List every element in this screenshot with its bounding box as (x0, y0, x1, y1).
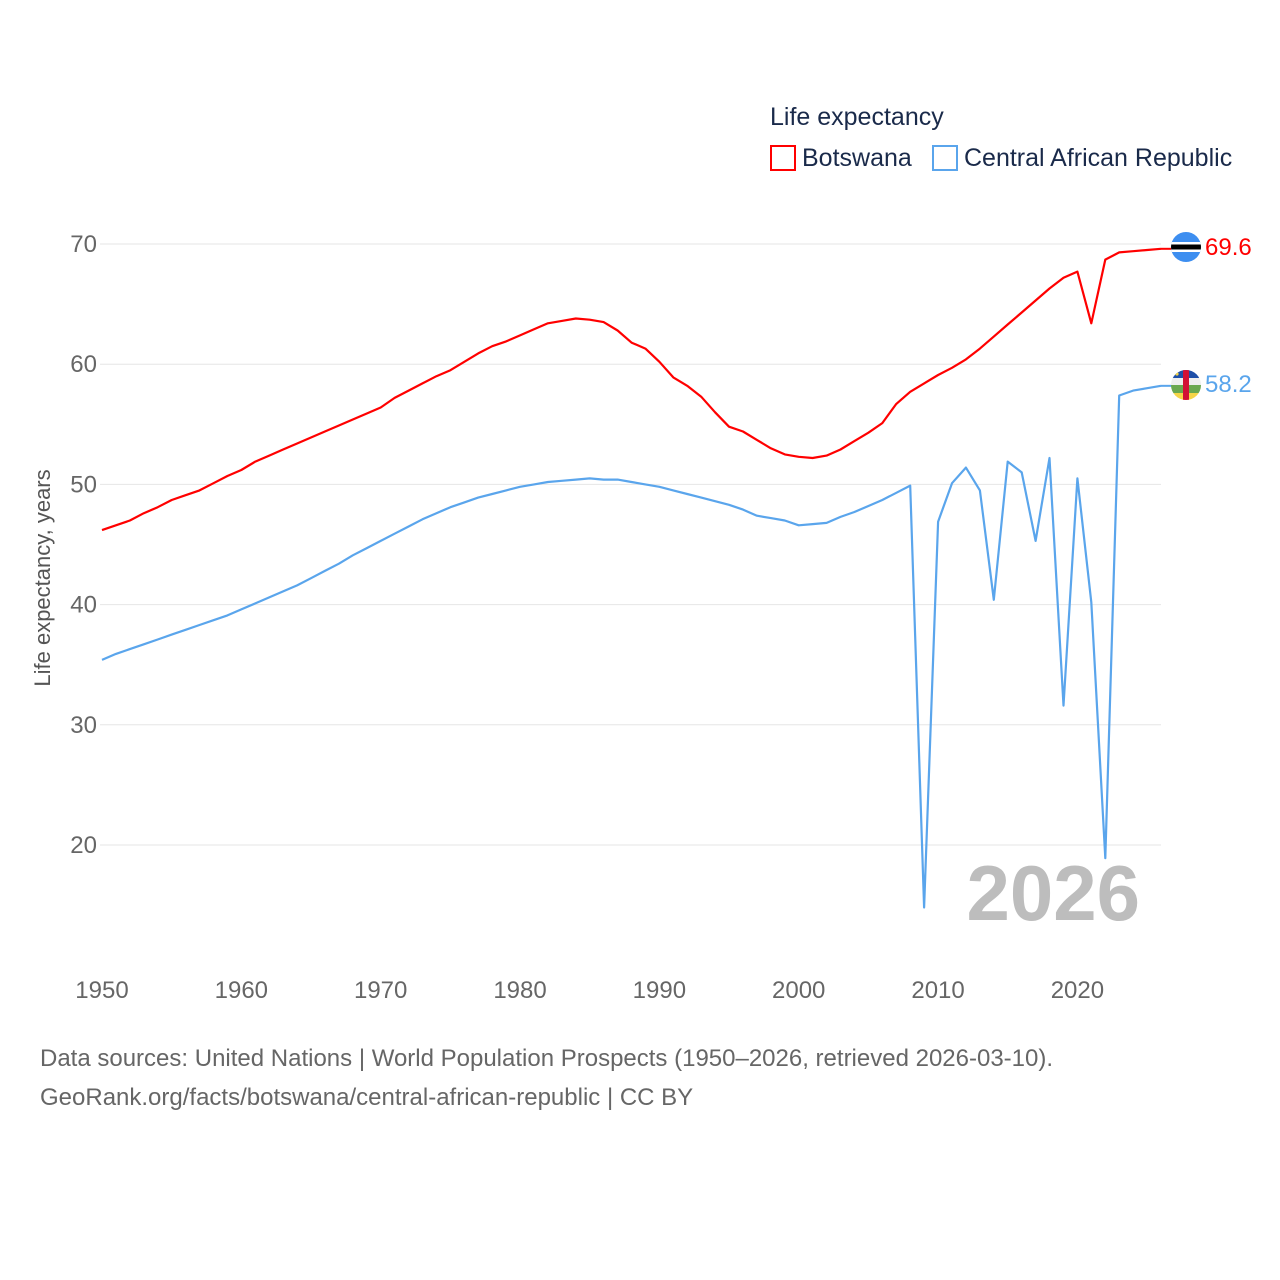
legend-title: Life expectancy (770, 103, 944, 131)
legend-item-botswana[interactable]: Botswana (770, 144, 912, 172)
central-african-republic-flag-icon (1171, 370, 1201, 400)
y-axis-ticks: 20 30 40 50 60 70 (70, 231, 97, 859)
x-tick-label: 1970 (354, 977, 407, 1004)
y-axis-label: Life expectancy, years (30, 469, 55, 686)
footer-sources: Data sources: United Nations | World Pop… (40, 1045, 1054, 1072)
legend-swatch-botswana (770, 145, 796, 171)
series-lines (101, 247, 1172, 909)
y-tick-label: 30 (70, 712, 97, 739)
legend-label-botswana: Botswana (802, 144, 912, 172)
x-tick-label: 2020 (1051, 977, 1104, 1004)
series-line-botswana (101, 247, 1162, 532)
x-tick-label: 1950 (75, 977, 128, 1004)
y-tick-label: 60 (70, 351, 97, 378)
y-tick-label: 40 (70, 592, 97, 619)
x-tick-label: 2010 (911, 977, 964, 1004)
botswana-flag-icon (1171, 232, 1201, 262)
y-tick-label: 20 (70, 832, 97, 859)
botswana-end-label: 69.6 (1205, 234, 1252, 261)
legend-swatch-car (932, 145, 958, 171)
legend-label-car: Central African Republic (964, 144, 1232, 172)
x-tick-label: 1980 (493, 977, 546, 1004)
x-axis-ticks: 1950 1960 1970 1980 1990 2000 2010 2020 (75, 977, 1104, 1004)
x-tick-label: 2000 (772, 977, 825, 1004)
x-tick-label: 1990 (633, 977, 686, 1004)
x-tick-label: 1960 (215, 977, 268, 1004)
y-tick-label: 50 (70, 471, 97, 498)
grid (100, 243, 1161, 846)
legend: Life expectancy Botswana Central African… (770, 103, 1232, 172)
footer-attribution: GeoRank.org/facts/botswana/central-afric… (40, 1084, 694, 1111)
series-line-central-african-republic (101, 384, 1162, 909)
y-tick-label: 70 (70, 231, 97, 258)
car-end-label: 58.2 (1205, 371, 1252, 398)
year-watermark: 2026 (966, 849, 1140, 937)
legend-item-central-african-republic[interactable]: Central African Republic (932, 144, 1232, 172)
